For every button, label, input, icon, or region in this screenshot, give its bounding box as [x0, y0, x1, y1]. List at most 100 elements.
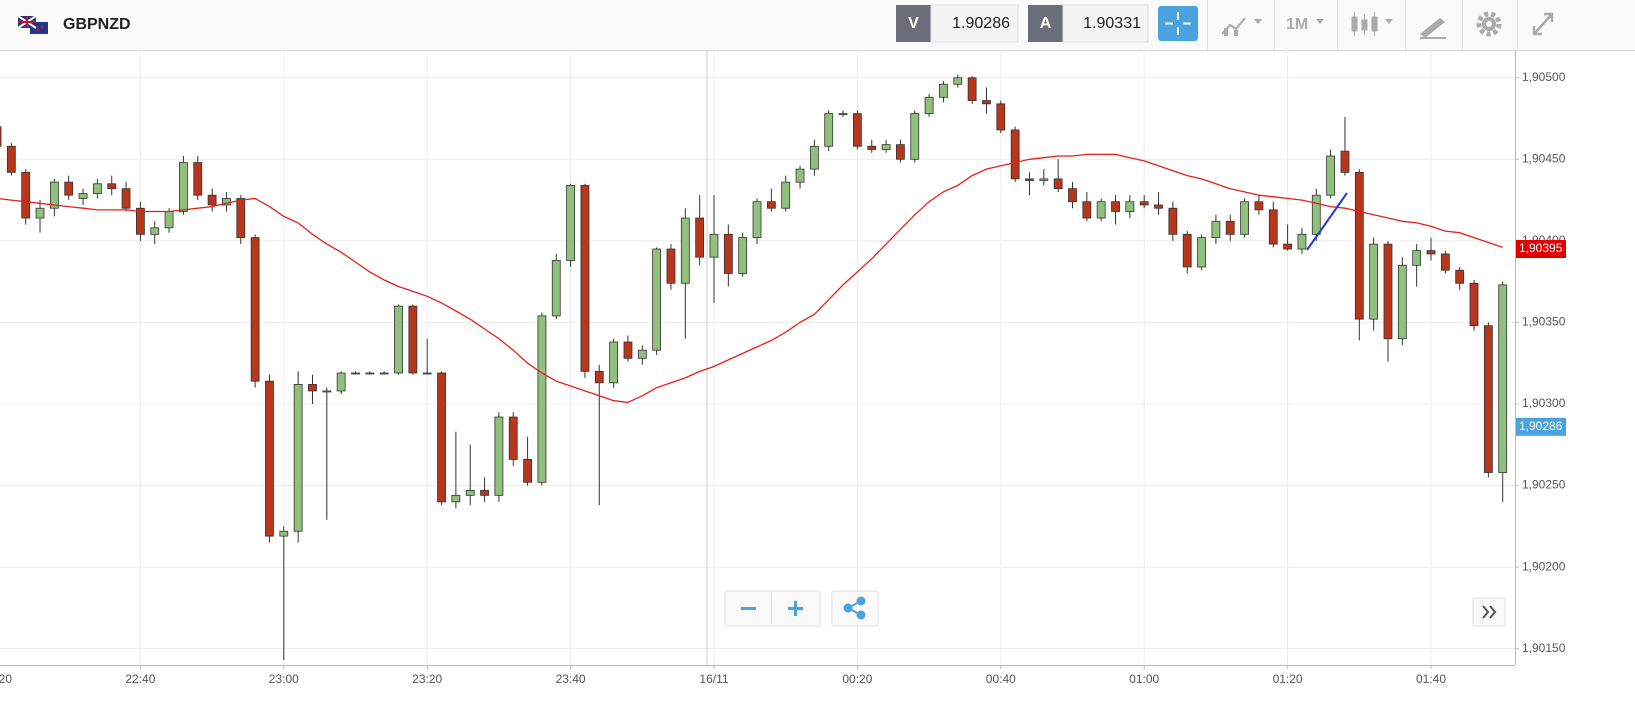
- y-tick-label: 1,90150: [1522, 641, 1566, 655]
- candle-body: [551, 260, 561, 317]
- candle-body: [35, 207, 45, 219]
- price-tag: [1516, 240, 1566, 259]
- candle-body: [494, 416, 504, 496]
- candle-body: [1254, 201, 1264, 211]
- candle-body: [766, 201, 776, 209]
- candle-body: [222, 198, 231, 206]
- moving-average-line: [0, 153, 1503, 404]
- candle-body: [1412, 250, 1422, 266]
- sell-price: 1.90286: [952, 15, 1010, 32]
- candle-body: [1340, 150, 1350, 173]
- y-tick-label: 1,90300: [1522, 396, 1566, 410]
- candle-body: [752, 201, 762, 238]
- x-tick-label: 23:20: [412, 672, 442, 686]
- candle-body: [1053, 178, 1063, 190]
- candle-body: [896, 144, 905, 160]
- sell-label: V: [908, 15, 919, 32]
- candle-body: [637, 349, 647, 359]
- candle-body: [1455, 269, 1465, 284]
- chart-type-button[interactable]: [1221, 17, 1262, 36]
- candle-body: [1111, 201, 1120, 212]
- x-tick-label: 22:40: [125, 672, 155, 686]
- candle-body: [1010, 129, 1020, 180]
- candle-body: [1440, 253, 1450, 271]
- candle-body: [594, 370, 604, 384]
- candle-body: [293, 384, 303, 532]
- candle-body: [939, 83, 948, 98]
- candle-body: [680, 217, 690, 284]
- candle-body: [1268, 209, 1278, 245]
- buy-price: 1.90331: [1083, 15, 1141, 32]
- candle-body: [910, 113, 920, 160]
- candle-body: [809, 145, 819, 170]
- price-tag: [1516, 417, 1566, 436]
- settings-button[interactable]: [1476, 11, 1502, 37]
- candle-body: [1225, 220, 1235, 235]
- candle-body: [64, 181, 74, 196]
- candle-body: [1369, 243, 1379, 320]
- candle-body: [437, 372, 446, 503]
- crosshair-button[interactable]: [1158, 6, 1198, 41]
- candle-body: [6, 145, 16, 173]
- share-button[interactable]: [843, 596, 866, 620]
- candle-body: [92, 183, 102, 194]
- candle-body: [322, 390, 332, 393]
- candle-body: [1483, 325, 1493, 473]
- candle-body: [709, 233, 719, 258]
- candle-body: [1125, 201, 1135, 212]
- candle-body: [480, 490, 489, 496]
- candle-body: [1498, 284, 1508, 473]
- candle-body: [135, 207, 145, 235]
- candle-body: [824, 113, 834, 147]
- grid: 1,90150 1,90200 1,90250 1,90300 1,90350 1,904…: [0, 50, 1566, 686]
- candle-body: [867, 145, 877, 150]
- candle-body: [107, 183, 117, 190]
- candle-body: [422, 372, 432, 375]
- x-tick-label: 00:40: [986, 672, 1016, 686]
- candle-body: [508, 416, 518, 460]
- candle-body: [78, 193, 88, 199]
- fullscreen-button[interactable]: [1532, 12, 1554, 36]
- x-tick-label: 01:40: [1416, 672, 1446, 686]
- buy-button[interactable]: [1028, 5, 1063, 42]
- candle-body: [121, 188, 131, 209]
- candle-body: [1068, 188, 1077, 203]
- trend-line-drawing[interactable]: [1306, 192, 1348, 251]
- candle-body: [853, 113, 862, 147]
- buy-label: A: [1040, 15, 1052, 32]
- candle-body: [21, 171, 31, 219]
- candle-body: [666, 248, 676, 284]
- timeframe[interactable]: 1M: [1286, 16, 1308, 33]
- candle-body: [0, 126, 2, 147]
- zoom-in[interactable]: [788, 601, 803, 616]
- candle-body: [1197, 237, 1206, 268]
- candle-body: [179, 162, 188, 212]
- scroll-right-button[interactable]: [1472, 597, 1506, 627]
- candle-body: [451, 494, 461, 503]
- candle-body: [609, 341, 619, 384]
- sell-price-box[interactable]: [930, 4, 1019, 43]
- candle-body: [365, 372, 375, 375]
- candle-body: [982, 100, 991, 105]
- zoom-controls: [724, 590, 879, 627]
- candle-body: [1354, 171, 1364, 320]
- candle-body: [336, 372, 346, 392]
- candle-body: [1082, 201, 1092, 219]
- sell-button[interactable]: [896, 5, 931, 42]
- candle-body: [379, 372, 389, 375]
- candle-body: [881, 144, 891, 150]
- y-tick-label: 1,90500: [1522, 70, 1566, 84]
- candle-style-button[interactable]: [1351, 12, 1393, 36]
- candle-body: [1025, 178, 1034, 181]
- price-tag-label: 1,90395: [1519, 241, 1563, 255]
- candle-body: [953, 77, 963, 85]
- y-tick-label: 1,90200: [1522, 559, 1566, 573]
- candle-body: [308, 384, 317, 392]
- buy-price-box[interactable]: [1062, 4, 1149, 43]
- flag-icon: [17, 15, 48, 34]
- draw-tool-button[interactable]: [1420, 18, 1446, 39]
- candle-body: [193, 162, 203, 196]
- candle-body: [279, 530, 289, 537]
